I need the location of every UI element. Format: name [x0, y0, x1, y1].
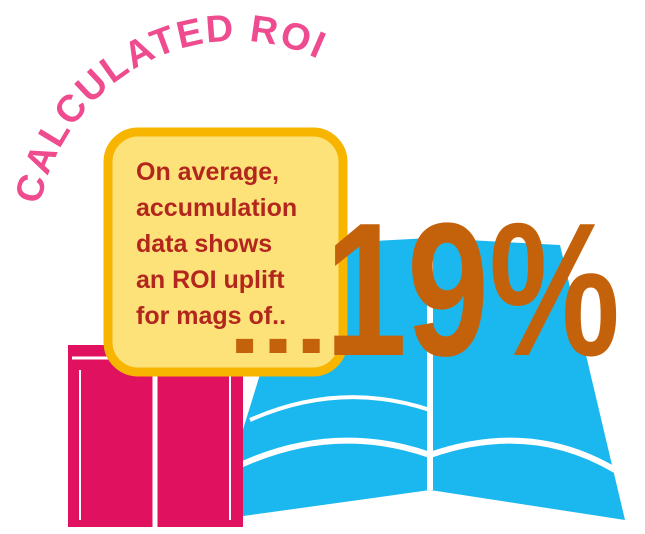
callout-line: On average,: [136, 158, 279, 186]
infographic: On average,accumulationdata showsan ROI …: [0, 0, 645, 534]
ellipsis: ...: [228, 268, 328, 374]
callout-line: data shows: [136, 230, 272, 258]
callout-line: accumulation: [136, 194, 297, 222]
headline: 19%: [325, 184, 620, 396]
